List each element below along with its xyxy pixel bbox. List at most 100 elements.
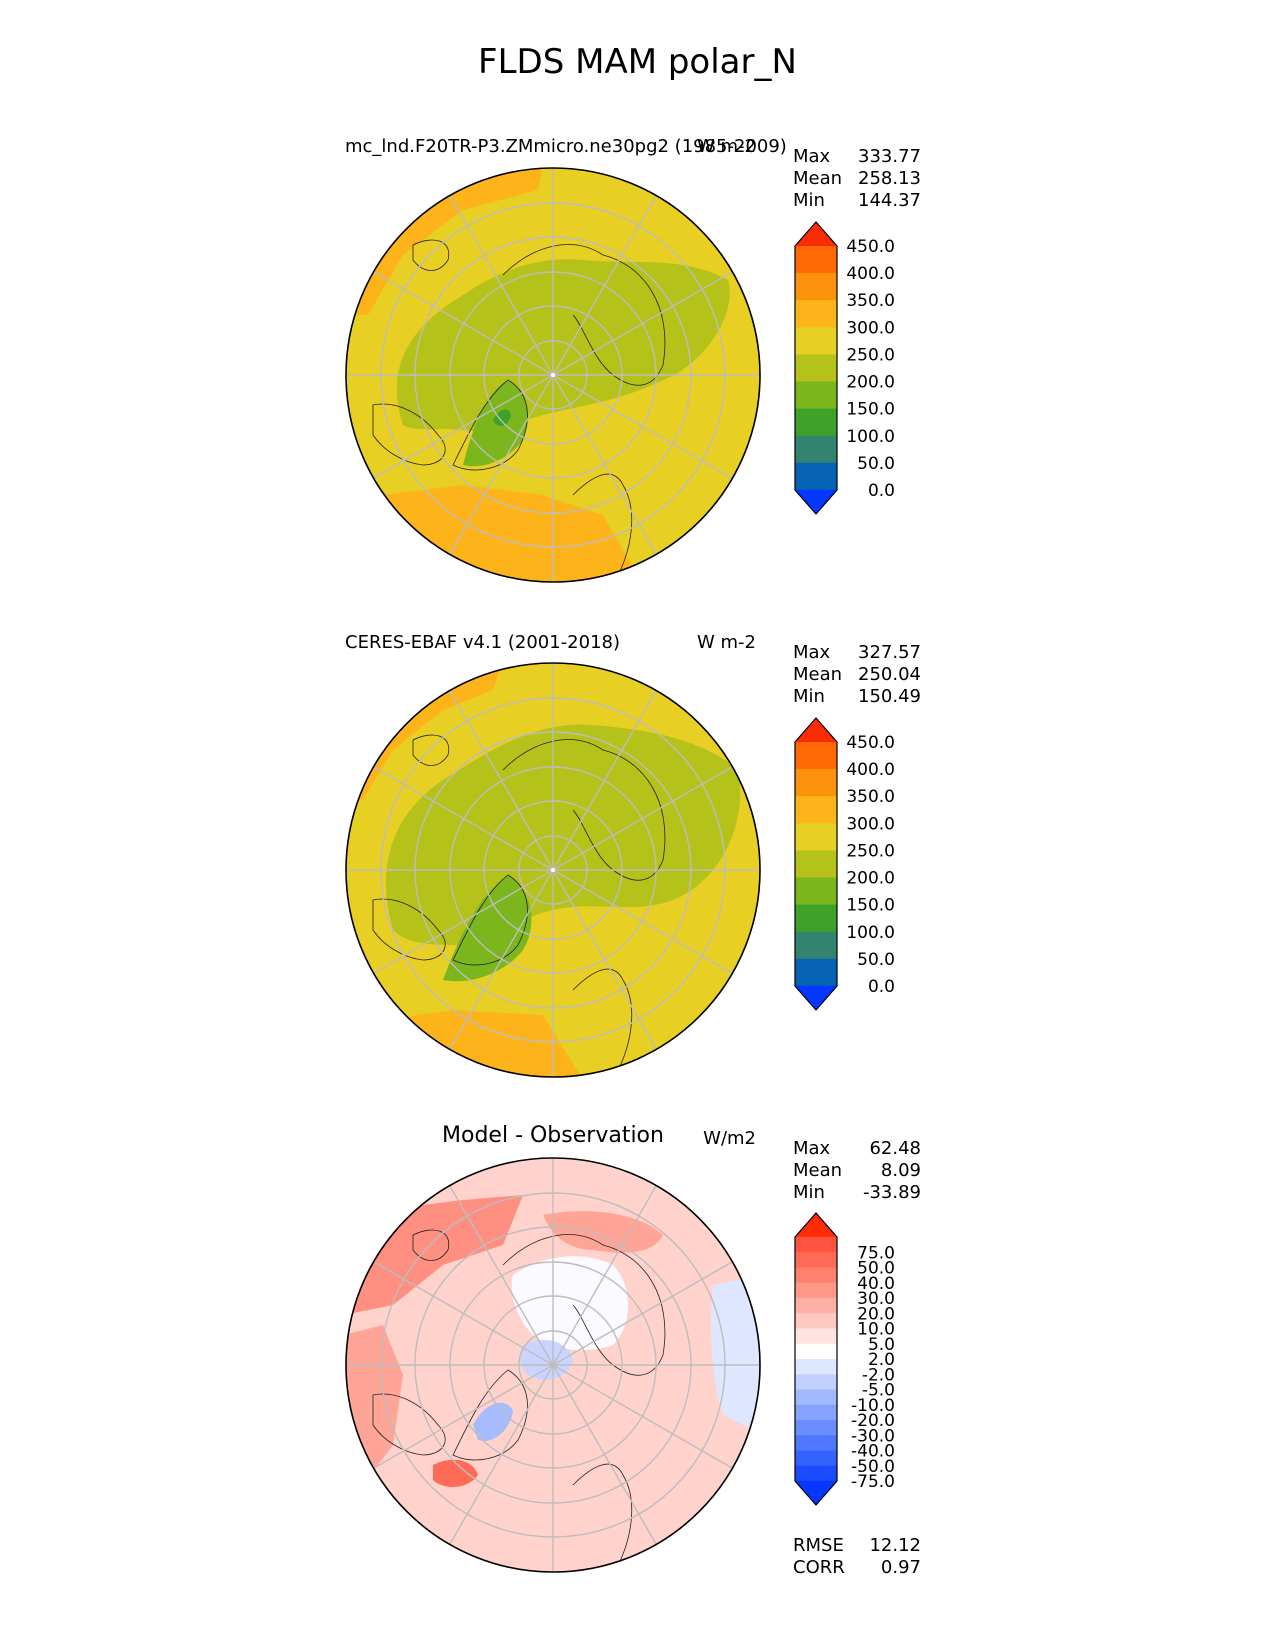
panel-2-colorbar-segment	[795, 904, 837, 933]
panel-2-field-arctic	[386, 724, 741, 945]
panel-2-colorbar-segment	[795, 796, 837, 824]
panel-3-colorbar-segment	[795, 1298, 837, 1314]
panel-1-colorbar-tick-label: 300.0	[846, 318, 895, 338]
panel-3-mean-label: Mean	[793, 1160, 843, 1181]
panel-1-field-greenland-core	[493, 409, 511, 427]
panel-1-colorbar-segment	[795, 300, 837, 328]
panel-3-field-center-neutral	[511, 1256, 628, 1351]
panel-3-colorbar-tick-label: -5.0	[862, 1381, 895, 1401]
panel-2-colorbar-segment	[795, 823, 837, 852]
panel-3-map-boundary	[345, 1157, 761, 1573]
panel-1-max-label: Max	[793, 146, 831, 167]
panel-1-colorbar-tick-label: 350.0	[846, 291, 895, 311]
panel-2-colorbar-max-extend	[794, 717, 838, 743]
panel-1-min-value: 144.37	[858, 190, 921, 211]
panel-2-mean-label: Mean	[793, 664, 843, 685]
panel-3-colorbar-segment	[795, 1343, 837, 1360]
panel-3-field-east-negative	[711, 1275, 760, 1435]
panel-3-field-pole-negative	[519, 1340, 573, 1380]
panel-1-left-title: mc_lnd.F20TR-P3.ZMmicro.ne30pg2 (1985-20…	[345, 136, 787, 157]
panel-3-colorbar-tick-label: -75.0	[851, 1472, 895, 1492]
panel-1-max-value: 333.77	[858, 146, 921, 167]
panel-2-colorbar-tick-label: 350.0	[846, 787, 895, 807]
panel-2-mean-value: 250.04	[858, 664, 921, 685]
figure-title: FLDS MAM polar_N	[478, 42, 797, 82]
panel-2-colorbar-segment	[795, 958, 837, 987]
panel-3-min-value: -33.89	[862, 1182, 921, 1203]
panel-1-mean-value: 258.13	[858, 168, 921, 189]
panel-2-min-value: 150.49	[858, 686, 921, 707]
panel-3-polar-map	[345, 1157, 761, 1573]
panel-2-min-label: Min	[793, 686, 825, 707]
panel-3-colorbar-segment	[795, 1420, 837, 1436]
panel-1-mean-label: Mean	[793, 168, 843, 189]
panel-1-colorbar-outline	[794, 221, 838, 515]
panel-3-graticule	[346, 1158, 760, 1572]
panel-1-colorbar-tick-label: 450.0	[846, 237, 895, 257]
panel-3-colorbar-tick-label: -30.0	[851, 1426, 895, 1446]
panel-2-max-value: 327.57	[858, 642, 921, 663]
panel-3-colorbar-tick-label: 10.0	[857, 1320, 895, 1340]
panel-2-max-label: Max	[793, 642, 831, 663]
panel-3-colorbar-tick-label: -10.0	[851, 1396, 895, 1416]
panel-3-colorbar-segment	[795, 1450, 837, 1467]
panel-2-field-greenland	[443, 875, 532, 982]
panel-3-colorbar-tick-label: 20.0	[857, 1304, 895, 1324]
panel-1-map-boundary	[345, 167, 761, 583]
panel-1-colorbar-tick-label: 100.0	[846, 427, 895, 447]
panel-3-colorbar-segment	[795, 1435, 837, 1452]
panel-2-colorbar-segment	[795, 877, 837, 906]
panel-2-colorbar-tick-label: 400.0	[846, 760, 895, 780]
panel-3-units: W/m2	[703, 1128, 756, 1149]
panel-2-units: W m-2	[696, 632, 756, 653]
panel-2-map-boundary	[345, 662, 761, 1078]
panel-2-colorbar-tick-label: 250.0	[846, 841, 895, 861]
panel-2-left-title: CERES-EBAF v4.1 (2001-2018)	[345, 632, 621, 653]
panel-3-mean-value: 8.09	[880, 1160, 921, 1181]
panel-2-colorbar-outline	[794, 717, 838, 1011]
panel-3-colorbar-segment	[795, 1313, 837, 1330]
panel-3-field-north	[543, 1211, 663, 1253]
panel-1-polar-map	[345, 167, 761, 583]
panel-3-colorbar-min-extend	[794, 1480, 838, 1506]
panel-3-colorbar-segment	[795, 1404, 837, 1421]
panel-3-colorbar-segment	[795, 1389, 837, 1406]
panel-3-colorbar-segment	[795, 1252, 837, 1269]
panel-1-colorbar-segment	[795, 246, 837, 274]
panel-2-colorbar-min-extend	[794, 985, 838, 1011]
panel-3-colorbar-tick-label: 2.0	[868, 1350, 895, 1370]
panel-3-colorbar-outline	[794, 1212, 838, 1506]
panel-3-colorbar-tick-label: -40.0	[851, 1442, 895, 1462]
panel-2-colorbar-segment	[795, 931, 837, 960]
panel-3-colorbar-tick-label: -2.0	[862, 1365, 895, 1385]
panel-1-colorbar-segment	[795, 381, 837, 410]
panel-1-colorbar-tick-label: 250.0	[846, 345, 895, 365]
panel-2-colorbar-segment	[795, 850, 837, 879]
panel-1-colorbar: 0.0 50.0 100.0 150.0 200.0 250.0 300.0 350.0 400…	[794, 221, 895, 515]
panel-3-rmse-label: RMSE	[793, 1535, 844, 1556]
panel-3-center-title: Model - Observation	[442, 1123, 664, 1148]
panel-3-colorbar-segment	[795, 1237, 837, 1253]
panel-3-colorbar-segment	[795, 1328, 837, 1345]
panel-3-corr-label: CORR	[793, 1557, 845, 1578]
panel-2-colorbar-tick-label: 50.0	[857, 950, 895, 970]
panel-3-colorbar-segment	[795, 1267, 837, 1284]
panel-1-min-label: Min	[793, 190, 825, 211]
panel-3-rmse-value: 12.12	[869, 1535, 921, 1556]
panel-3-colorbar-tick-label: -50.0	[851, 1457, 895, 1477]
panel-3-corr-value: 0.97	[880, 1557, 921, 1578]
panel-3-max-label: Max	[793, 1138, 831, 1159]
panel-1-colorbar-tick-label: 400.0	[846, 264, 895, 284]
panel-3-colorbar: -75.0-50.0-40.0-30.0-20.0-10.0-5.0-2.02.…	[794, 1212, 895, 1506]
panel-1-colorbar-max-extend	[794, 221, 838, 247]
panel-2-colorbar-tick-label: 300.0	[846, 814, 895, 834]
panel-2-colorbar: 0.0 50.0 100.0 150.0 200.0 250.0 300.0 350.0 400…	[794, 717, 895, 1011]
panel-2-colorbar-tick-label: 100.0	[846, 923, 895, 943]
panel-3-colorbar-segment	[795, 1374, 837, 1391]
panel-3-field-strong-s	[433, 1459, 478, 1487]
panel-3-colorbar-tick-label: 30.0	[857, 1289, 895, 1309]
panel-3-colorbar-tick-label: 40.0	[857, 1274, 895, 1294]
panel-1-colorbar-segment	[795, 435, 837, 464]
panel-2-polar-map	[345, 662, 761, 1078]
panel-3-min-label: Min	[793, 1182, 825, 1203]
